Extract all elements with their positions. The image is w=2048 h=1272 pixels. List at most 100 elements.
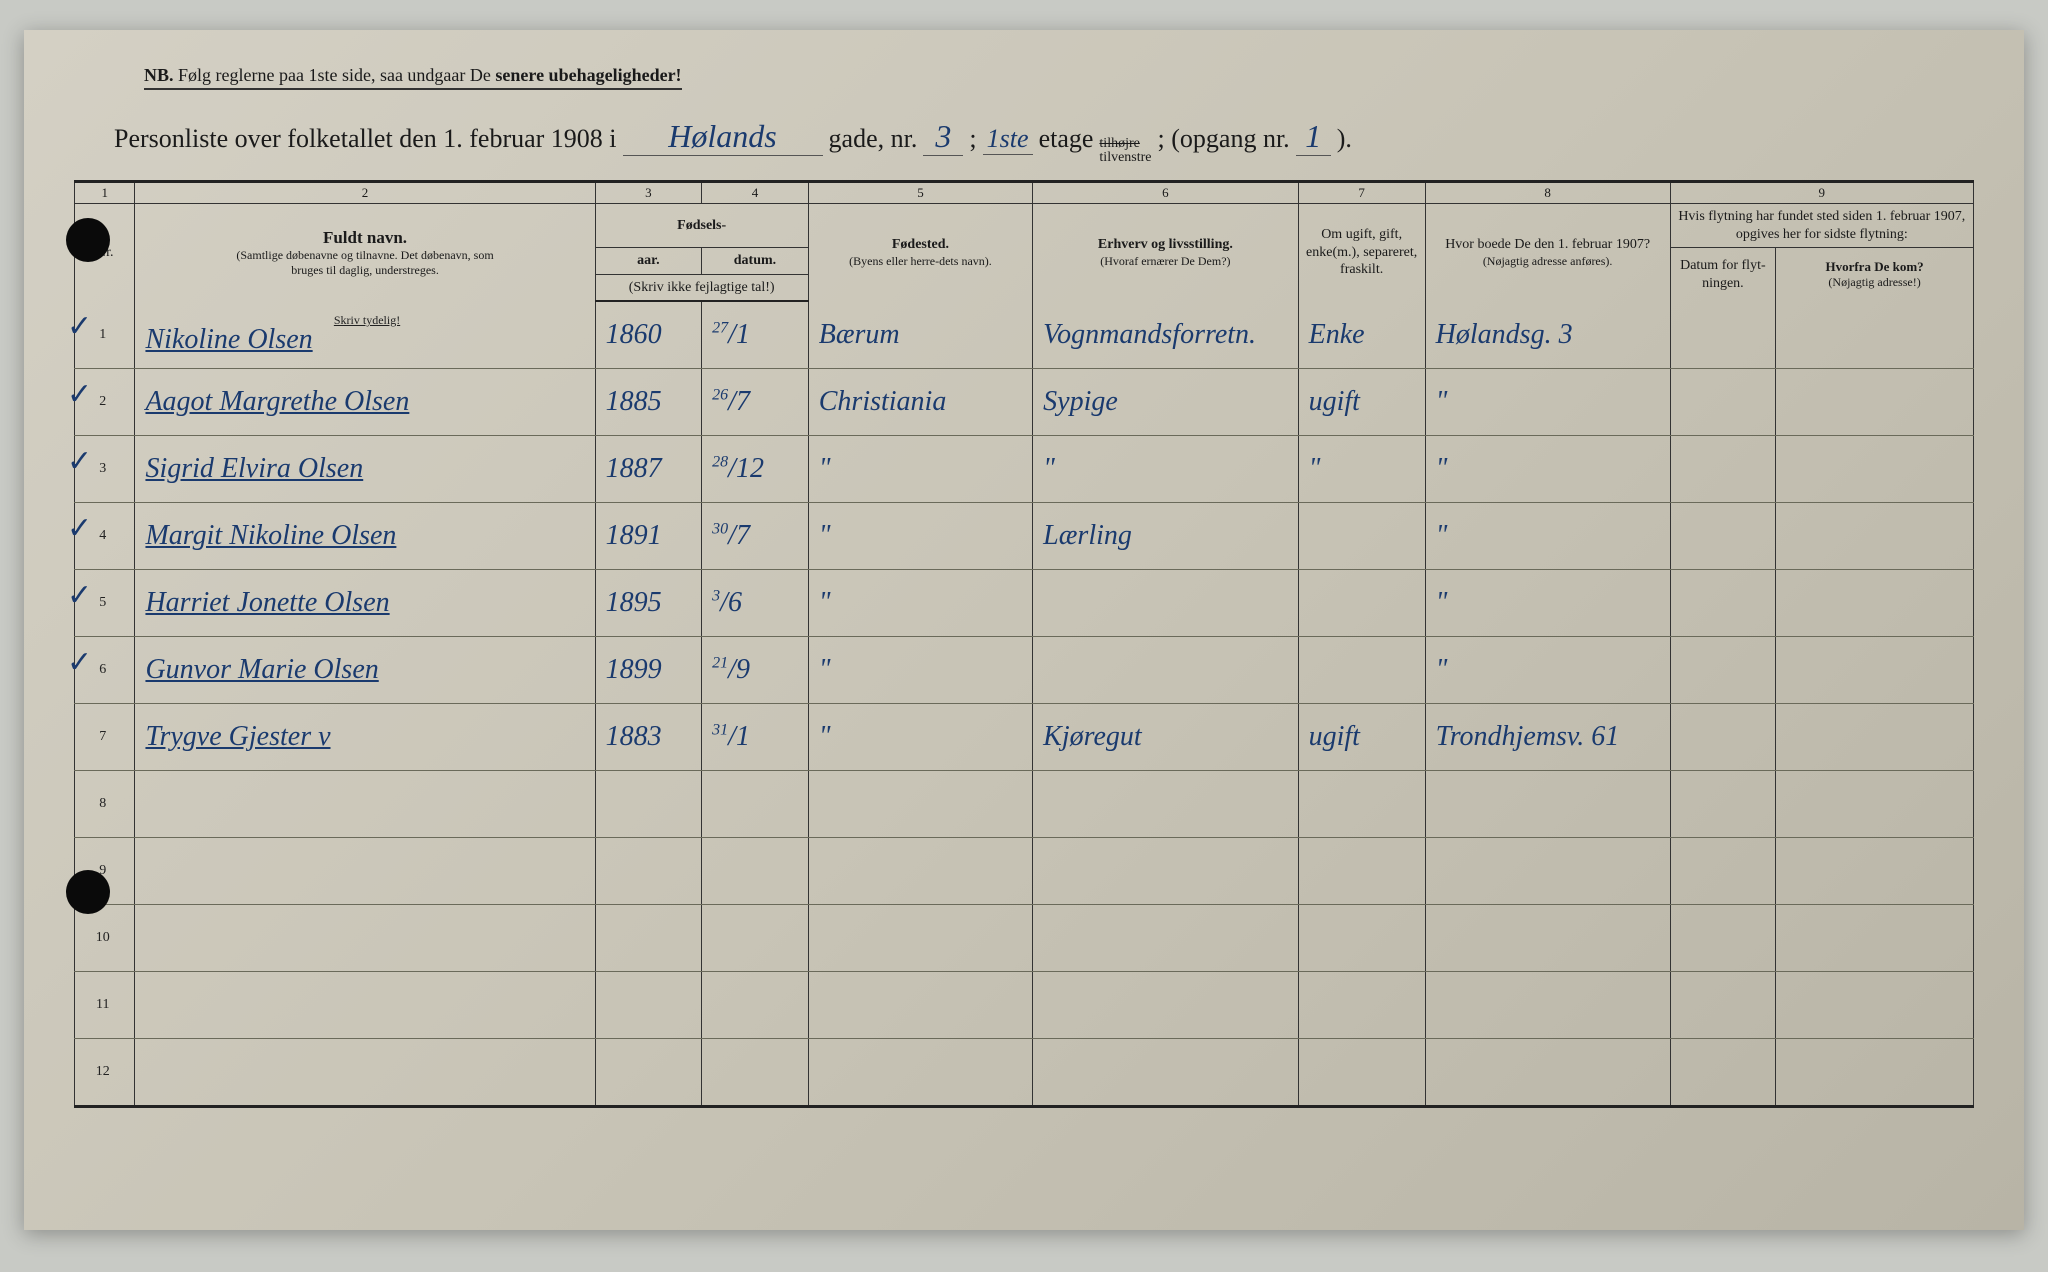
row-number: ✓5	[75, 570, 135, 637]
table-row: 12	[75, 1039, 1974, 1107]
data-rows: ✓1Skriv tydelig!Nikoline Olsen186027/1Bæ…	[75, 301, 1974, 1107]
occupation: Kjøregut	[1033, 704, 1298, 771]
birth-date: 26/7	[702, 369, 809, 436]
title-p1: Personliste over folketallet den 1. febr…	[114, 124, 617, 154]
birth-year: 1895	[595, 570, 702, 637]
birth-date: 28/12	[702, 436, 809, 503]
move-date	[1670, 905, 1776, 972]
full-name: Aagot Margrethe Olsen	[135, 369, 595, 436]
title-semi: ;	[969, 124, 976, 154]
address-1907: "	[1425, 637, 1670, 704]
move-from	[1776, 570, 1974, 637]
marital-status	[1298, 503, 1425, 570]
occupation: Vognmandsforretn.	[1033, 301, 1298, 369]
birth-date: 3/6	[702, 570, 809, 637]
table-row: ✓3Sigrid Elvira Olsen188728/12""""	[75, 436, 1974, 503]
marital-status	[1298, 637, 1425, 704]
colnum-3: 3	[595, 182, 702, 204]
move-from	[1776, 1039, 1974, 1107]
move-date	[1670, 972, 1776, 1039]
move-date	[1670, 838, 1776, 905]
nb-instruction: NB. Følg reglerne paa 1ste side, saa und…	[144, 65, 682, 90]
address-1907	[1425, 972, 1670, 1039]
hdr-name-sub2: bruges til daglig, understreges.	[141, 263, 588, 278]
row-number: ✓4	[75, 503, 135, 570]
occupation	[1033, 637, 1298, 704]
move-date	[1670, 369, 1776, 436]
birth-year: 1891	[595, 503, 702, 570]
nb-bold: senere ubehageligheder!	[495, 65, 681, 85]
row-number: 9	[75, 838, 135, 905]
move-from	[1776, 838, 1974, 905]
colnum-1: 1	[75, 182, 135, 204]
table-row: ✓4Margit Nikoline Olsen189130/7"Lærling"	[75, 503, 1974, 570]
header-row-1: Nr. Fuldt navn. (Samtlige døbenavne og t…	[75, 204, 1974, 248]
move-from	[1776, 637, 1974, 704]
birthplace: "	[808, 704, 1032, 771]
marital-status: "	[1298, 436, 1425, 503]
birthplace	[808, 972, 1032, 1039]
move-date	[1670, 436, 1776, 503]
address-1907: "	[1425, 570, 1670, 637]
marital-status: ugift	[1298, 369, 1425, 436]
birth-year: 1887	[595, 436, 702, 503]
move-date	[1670, 771, 1776, 838]
birthplace	[808, 905, 1032, 972]
occupation	[1033, 771, 1298, 838]
left-option: tilvenstre	[1099, 151, 1151, 165]
marital-status	[1298, 771, 1425, 838]
table-row: ✓6Gunvor Marie Olsen189921/9""	[75, 637, 1974, 704]
birth-year	[595, 1039, 702, 1107]
move-date	[1670, 1039, 1776, 1107]
address-1907	[1425, 838, 1670, 905]
move-date	[1670, 301, 1776, 369]
birth-date	[702, 1039, 809, 1107]
full-name: Harriet Jonette Olsen	[135, 570, 595, 637]
street-name: Hølands	[623, 118, 823, 156]
address-1907	[1425, 1039, 1670, 1107]
occupation	[1033, 905, 1298, 972]
move-date	[1670, 704, 1776, 771]
marital-status: ugift	[1298, 704, 1425, 771]
birthplace: Bærum	[808, 301, 1032, 369]
colnum-8: 8	[1425, 182, 1670, 204]
occupation	[1033, 972, 1298, 1039]
row-number: ✓6	[75, 637, 135, 704]
row-number: 11	[75, 972, 135, 1039]
birthplace	[808, 1039, 1032, 1107]
address-1907: "	[1425, 369, 1670, 436]
full-name: Trygve Gjester v	[135, 704, 595, 771]
title-p2: gade, nr.	[829, 124, 918, 154]
row-number: 12	[75, 1039, 135, 1107]
birth-year: 1860	[595, 301, 702, 369]
move-date	[1670, 637, 1776, 704]
marital-status	[1298, 838, 1425, 905]
address-1907: Hølandsg. 3	[1425, 301, 1670, 369]
occupation: Lærling	[1033, 503, 1298, 570]
occupation: Sypige	[1033, 369, 1298, 436]
address-1907: Trondhjemsv. 61	[1425, 704, 1670, 771]
birth-year	[595, 972, 702, 1039]
address-1907: "	[1425, 503, 1670, 570]
move-from	[1776, 301, 1974, 369]
row-number: ✓3	[75, 436, 135, 503]
move-from	[1776, 436, 1974, 503]
birth-date	[702, 838, 809, 905]
title-p3: etage	[1039, 124, 1094, 154]
full-name: Gunvor Marie Olsen	[135, 637, 595, 704]
table-row: 10	[75, 905, 1974, 972]
occupation	[1033, 570, 1298, 637]
full-name	[135, 972, 595, 1039]
census-table: 1 2 3 4 5 6 7 8 9 Nr. Fuldt navn. (Samtl…	[74, 180, 1974, 1108]
birthplace: "	[808, 637, 1032, 704]
row-number: ✓1	[75, 301, 135, 369]
birth-year	[595, 905, 702, 972]
table-row: 7Trygve Gjester v188331/1"KjøregutugiftT…	[75, 704, 1974, 771]
colnum-9: 9	[1670, 182, 1973, 204]
title-line: Personliste over folketallet den 1. febr…	[114, 118, 1974, 165]
table-row: 8	[75, 771, 1974, 838]
side-options: tilhøjre tilvenstre	[1099, 137, 1151, 165]
hdr-year: aar.	[595, 248, 702, 275]
marital-status: Enke	[1298, 301, 1425, 369]
hdr-name: Fuldt navn. (Samtlige døbenavne og tilna…	[135, 204, 595, 302]
